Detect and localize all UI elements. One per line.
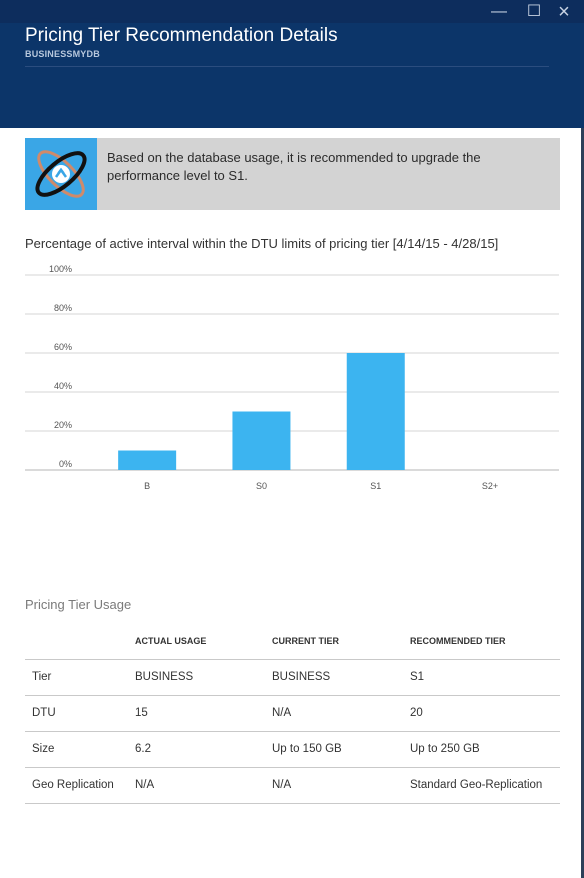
y-tick-label: 20% (54, 420, 72, 430)
row-label: Tier (25, 659, 135, 696)
row-label: Size (25, 731, 135, 768)
table-cell: BUSINESS (272, 659, 410, 696)
table-cell: N/A (272, 767, 410, 804)
maximize-button[interactable]: ☐ (526, 3, 542, 20)
recommendation-text: Based on the database usage, it is recom… (107, 150, 481, 183)
table-cell: BUSINESS (135, 659, 272, 696)
y-tick-label: 0% (59, 459, 72, 469)
x-tick-label: S1 (370, 481, 381, 491)
y-tick-label: 60% (54, 342, 72, 352)
column-header (25, 623, 135, 660)
sql-database-upgrade-icon (25, 138, 97, 210)
blade-header: — ☐ × Pricing Tier Recommendation Detail… (0, 0, 584, 128)
window-titlebar (0, 0, 584, 23)
table-cell: Up to 250 GB (410, 731, 560, 768)
row-label: Geo Replication (25, 767, 135, 804)
bar (118, 450, 177, 470)
bar (346, 353, 405, 470)
x-tick-label: S2+ (482, 481, 498, 491)
pricing-tier-usage-table: ACTUAL USAGE CURRENT TIER RECOMMENDED TI… (25, 623, 560, 804)
dtu-bar-chart: 0% 20% 40% 60% 80% 100% B S0 S1 S2+ (25, 264, 559, 491)
table-cell: 15 (135, 695, 272, 732)
table-header-row: ACTUAL USAGE CURRENT TIER RECOMMENDED TI… (25, 623, 560, 660)
minimize-button[interactable]: — (491, 3, 507, 20)
table-row: Size 6.2 Up to 150 GB Up to 250 GB (25, 731, 560, 768)
x-tick-label: B (144, 481, 150, 491)
blade-subtitle: BUSINESSMYDB (25, 49, 100, 59)
column-header-actual-usage: ACTUAL USAGE (135, 623, 272, 660)
header-divider (25, 66, 549, 67)
column-header-recommended-tier: RECOMMENDED TIER (410, 623, 560, 660)
column-header-current-tier: CURRENT TIER (272, 623, 410, 660)
table-cell: Standard Geo-Replication (410, 767, 560, 804)
blade-title: Pricing Tier Recommendation Details (25, 25, 338, 46)
recommendation-banner: Based on the database usage, it is recom… (25, 138, 560, 210)
table-row: DTU 15 N/A 20 (25, 695, 560, 732)
y-tick-label: 40% (54, 381, 72, 391)
y-tick-label: 80% (54, 303, 72, 313)
table-cell: N/A (272, 695, 410, 732)
x-tick-label: S0 (256, 481, 267, 491)
table-row: Tier BUSINESS BUSINESS S1 (25, 659, 560, 696)
blade-right-edge (581, 128, 584, 878)
table-cell: N/A (135, 767, 272, 804)
close-button[interactable]: × (558, 1, 570, 23)
chart-title: Percentage of active interval within the… (25, 236, 499, 251)
bar (232, 411, 291, 470)
table-cell: S1 (410, 659, 560, 696)
table-cell: 6.2 (135, 731, 272, 768)
usage-section-title: Pricing Tier Usage (25, 597, 132, 612)
table-row: Geo Replication N/A N/A Standard Geo-Rep… (25, 767, 560, 804)
table-cell: 20 (410, 695, 560, 732)
row-label: DTU (25, 695, 135, 732)
y-tick-label: 100% (49, 264, 72, 274)
table-cell: Up to 150 GB (272, 731, 410, 768)
